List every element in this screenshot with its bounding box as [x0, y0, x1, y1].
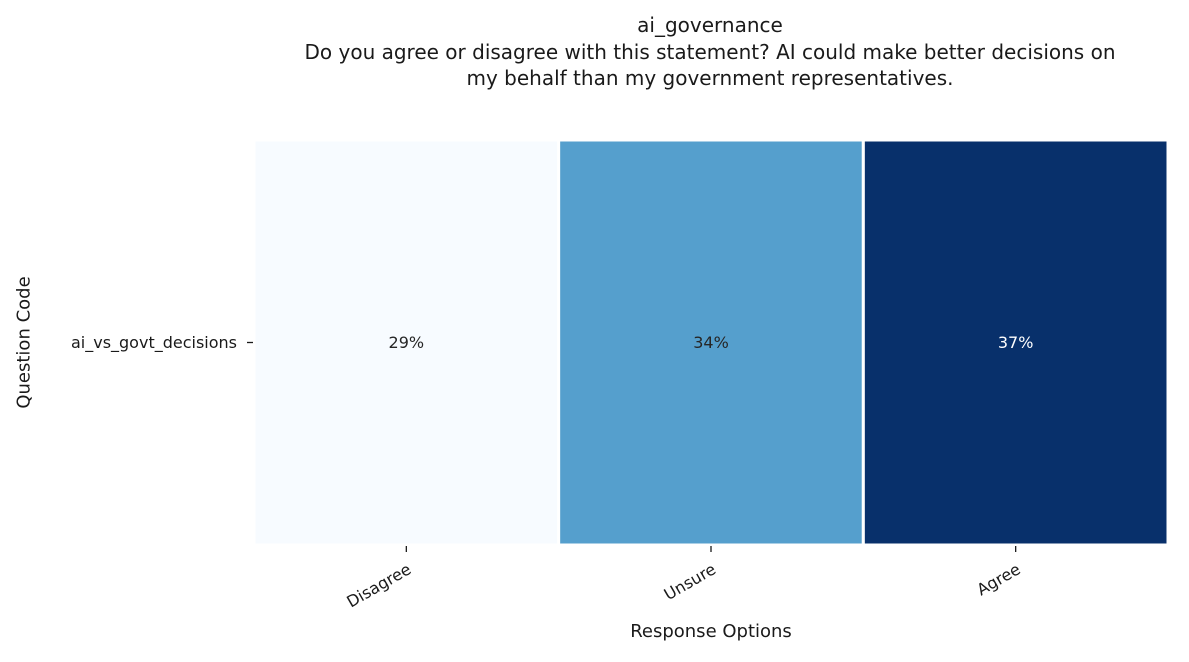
cell-value-label: 29% — [389, 333, 425, 352]
cell-value-label: 34% — [693, 333, 729, 352]
y-axis-label: Question Code — [14, 276, 35, 408]
chart-subtitle-line-2: my behalf than my government representat… — [466, 66, 954, 90]
x-tick-label: Unsure — [661, 559, 719, 604]
cell-value-label: 37% — [998, 333, 1034, 352]
x-axis-label: Response Options — [630, 621, 792, 642]
chart-subtitle-line-1: Do you agree or disagree with this state… — [304, 40, 1116, 64]
x-tick-label: Disagree — [343, 559, 414, 611]
y-tick-label: ai_vs_govt_decisions — [71, 333, 237, 353]
x-tick-label: Agree — [973, 559, 1023, 599]
heatmap-cell-agree — [861, 138, 1170, 547]
heatmap-cell-unsure — [557, 138, 865, 547]
chart-title: ai_governance — [637, 13, 783, 37]
